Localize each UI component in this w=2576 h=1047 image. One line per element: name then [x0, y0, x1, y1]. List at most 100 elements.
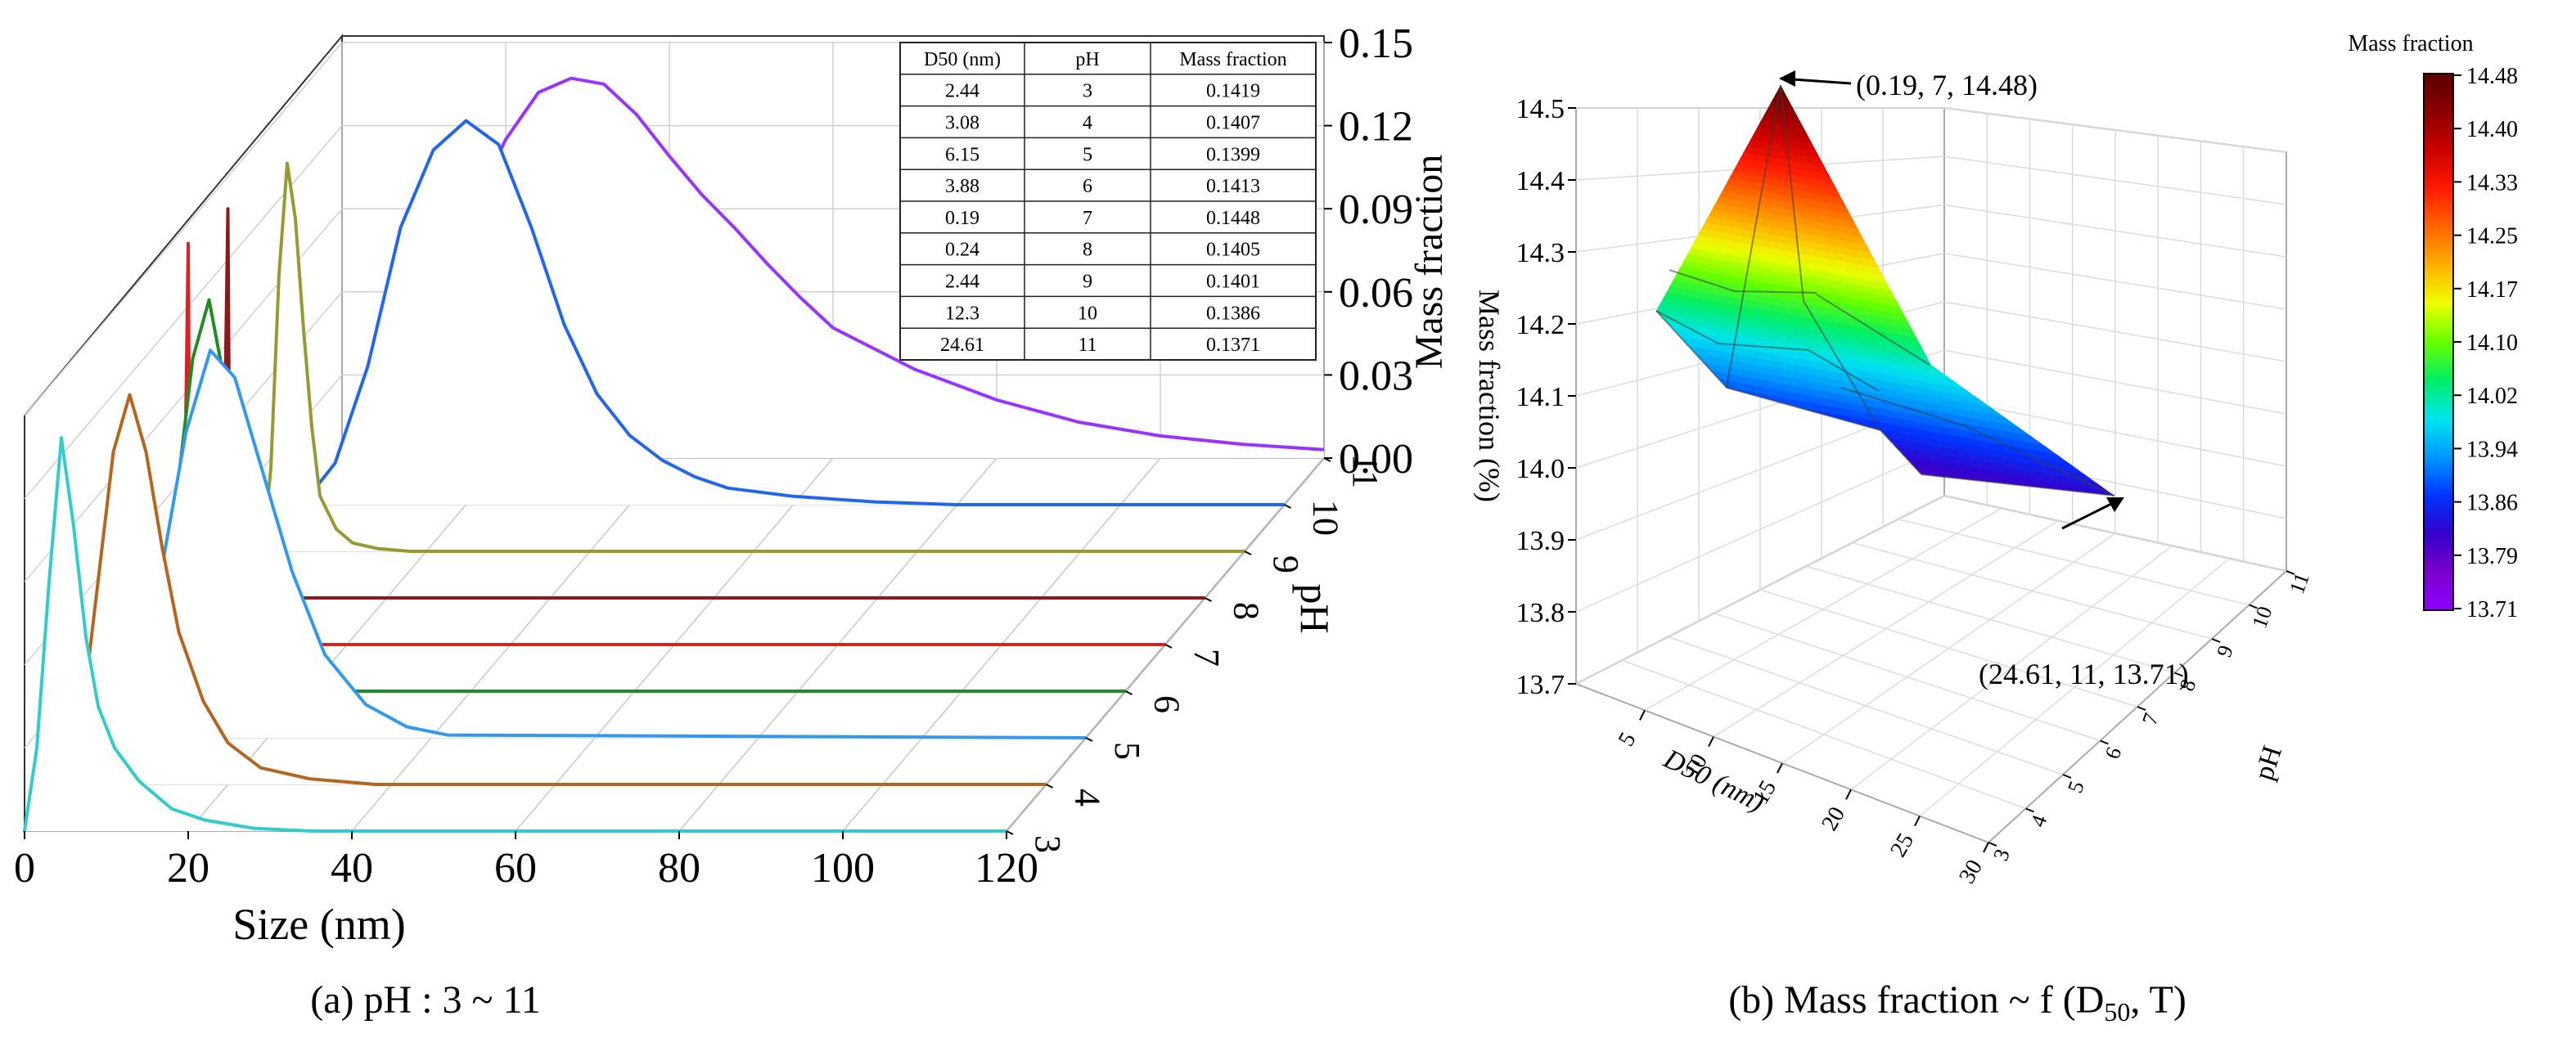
d50-tick-mark — [1777, 762, 1783, 774]
colorbar-fill — [2423, 73, 2454, 611]
mass-fraction-axis-ticks: 0.00 0.03 0.06 0.09 0.12 0.15 — [1324, 20, 1413, 483]
ph-tick-label: 8 — [1227, 602, 1267, 620]
series-line-ph-3 — [23, 436, 1007, 833]
panel-b-surface-chart: 13.7 13.8 13.9 14.0 14.1 14.2 14.3 14.4 14.5 5 10… — [1473, 31, 2518, 1027]
series-occluder — [25, 438, 1007, 831]
x-tick-label: 40 — [331, 845, 373, 892]
z-tick-label: 14.4 — [1516, 166, 1565, 196]
surface-mesh-line — [1840, 387, 2115, 497]
series-line-ph-4 — [62, 393, 1047, 786]
table-cell: 3 — [1083, 81, 1092, 102]
ph-tick-label-b: 10 — [2247, 603, 2277, 631]
floor-grid-line — [1850, 545, 2173, 790]
panel-a-caption: (a) pH : 3 ~ 11 — [310, 978, 540, 1022]
table-cell: 0.1371 — [1206, 335, 1260, 356]
x-tick-label: 120 — [975, 845, 1038, 892]
mass-fraction-pct-axis-label: Mass fraction (%) — [1473, 290, 1506, 502]
table-cell: 6 — [1083, 176, 1092, 197]
colorbar-tick-label: 14.40 — [2466, 117, 2518, 142]
d50-tick-label: 5 — [1614, 728, 1642, 751]
panel-b-caption-suffix: , T) — [2130, 978, 2186, 1022]
x-tick-label: 80 — [658, 845, 700, 892]
colorbar-tick-label: 14.02 — [2466, 384, 2518, 409]
size-axis-ticks: 0 20 40 60 80 100 120 — [14, 831, 1038, 892]
x-tick-label: 60 — [494, 845, 537, 892]
z-tick-label: 14.3 — [1516, 238, 1565, 268]
ph-tick-mark — [1164, 644, 1173, 649]
table-cell: 0.1407 — [1206, 113, 1260, 134]
colorbar: Mass fraction 14.4814.4014.3314.2514.171… — [2348, 31, 2518, 622]
ph-tick-mark-b — [2286, 570, 2295, 575]
colorbar-tick-label: 13.94 — [2466, 437, 2518, 462]
surface-mesh-line — [1780, 84, 1881, 431]
surface-band — [1656, 101, 2114, 209]
d50-tick-mark — [1845, 789, 1852, 800]
y-tick-label: 0.00 — [1339, 436, 1413, 483]
surface-band — [1656, 123, 2114, 230]
min-point-label: (24.61, 11, 13.71) — [1979, 658, 2189, 690]
surface-band — [1656, 137, 2114, 244]
surface-band — [1656, 445, 2114, 496]
table-cell: 5 — [1083, 144, 1092, 165]
ph-tick-label: 4 — [1068, 789, 1108, 807]
ph-axis-label-b: pH — [2249, 742, 2288, 784]
max-point-label: (0.19, 7, 14.48) — [1856, 69, 2038, 101]
table-cell: 12.3 — [945, 303, 980, 324]
svg-text:(b) Mass fraction ~ f (D50, T: (b) Mass fraction ~ f (D50, T) — [1728, 978, 2186, 1027]
x-tick-label: 20 — [167, 845, 209, 892]
surface-band — [1656, 88, 2114, 195]
floor-grid-line — [1644, 507, 2002, 711]
y-tick-label: 0.06 — [1339, 270, 1413, 317]
table-cell: 0.1401 — [1206, 272, 1260, 293]
ph-tick-label: 3 — [1028, 835, 1068, 853]
surface-band — [1656, 452, 2114, 496]
size-axis-label: Size (nm) — [232, 900, 405, 949]
side-grid-line — [24, 42, 343, 416]
table-header-cell: D50 (nm) — [924, 49, 1001, 70]
z-tick-label: 14.5 — [1516, 94, 1565, 124]
ph-tick-label: 6 — [1147, 695, 1187, 713]
surface-mesh-line — [1669, 269, 1817, 294]
colorbar-tick-label: 13.79 — [2466, 544, 2518, 569]
ph-tick-label-b: 11 — [2285, 569, 2314, 596]
surface-band — [1656, 129, 2114, 237]
ph-tick-label: 9 — [1266, 555, 1306, 573]
ph-tick-label: 11 — [1345, 454, 1385, 488]
d50-tick-label: 20 — [1817, 802, 1850, 835]
d50-tick-mark — [1708, 736, 1714, 748]
ph-tick-mark — [1006, 830, 1014, 835]
table-cell: 0.1399 — [1206, 144, 1260, 165]
series-occluder — [302, 120, 1285, 505]
table-cell: 6.15 — [945, 144, 980, 165]
y-tick-label: 0.15 — [1339, 20, 1413, 67]
z-tick-label: 13.9 — [1516, 526, 1565, 556]
ph-tick-label: 7 — [1187, 649, 1227, 667]
surface-mesh-line — [1655, 310, 1880, 392]
table-cell: 24.61 — [940, 335, 984, 356]
ph-tick-label-b: 7 — [2137, 710, 2164, 728]
table-cell: 0.1405 — [1206, 240, 1260, 261]
y-tick-label: 0.12 — [1339, 104, 1413, 151]
series-line-ph-10 — [300, 119, 1285, 506]
ph-tick-mark — [1046, 784, 1053, 789]
z-tick-label: 14.2 — [1516, 310, 1565, 340]
floor-grid-line — [1713, 520, 2059, 738]
ph-tick-mark — [1284, 504, 1291, 509]
colorbar-tick-label: 14.25 — [2466, 224, 2518, 249]
table-cell: 0.1419 — [1206, 81, 1260, 102]
d50-ph-table: D50 (nm) pH Mass fraction 2.44 3 0.1419 3.08 4 0… — [899, 42, 1317, 361]
floor-grid-line — [1919, 558, 2230, 817]
ph-tick-label: 10 — [1306, 500, 1346, 536]
ph-axis-label: pH — [1292, 583, 1338, 633]
surface-mesh-line — [1726, 84, 1781, 389]
ph-tick-mark — [1125, 690, 1133, 695]
surface-mesh-line — [1816, 294, 1930, 366]
ph-tick-label-b: 5 — [2063, 778, 2089, 796]
surface-band — [1656, 361, 2114, 469]
d50-axis-label: D50 (nm) — [1659, 744, 1769, 818]
z-tick-label: 13.7 — [1516, 670, 1565, 700]
table-cell: 0.24 — [945, 240, 980, 261]
